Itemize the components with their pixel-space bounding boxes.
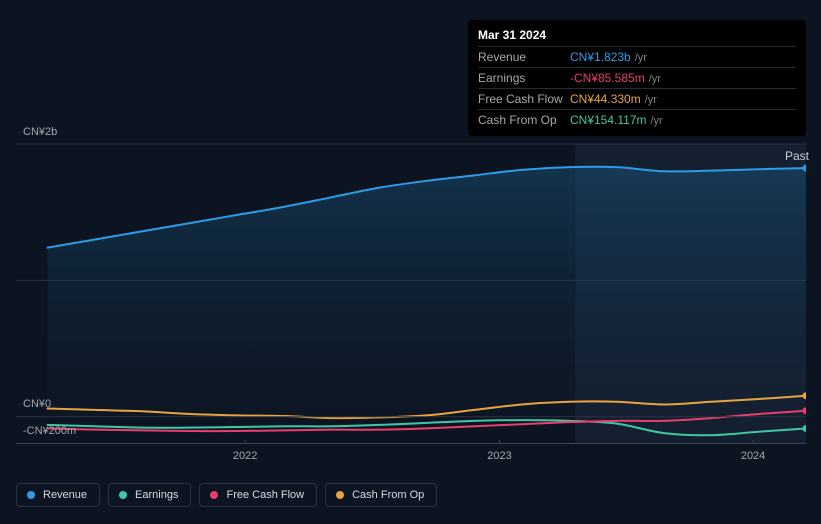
x-axis-labels: 2022 2023 2024 <box>16 450 806 466</box>
legend-item-revenue[interactable]: Revenue <box>16 483 100 507</box>
tooltip-metric-unit: /yr <box>635 52 647 64</box>
tooltip-metric-label: Revenue <box>478 50 570 64</box>
y-axis-label-neg: -CN¥200m <box>23 425 76 437</box>
tooltip-row: RevenueCN¥1.823b/yr <box>478 46 796 67</box>
legend-label: Earnings <box>135 489 178 501</box>
tooltip-metric-value: CN¥1.823b <box>570 50 631 64</box>
tooltip-metric-value: -CN¥85.585m <box>570 71 645 85</box>
tooltip-metric-unit: /yr <box>645 94 657 106</box>
chart-svg <box>16 126 806 444</box>
tooltip-metric-value: CN¥44.330m <box>570 92 641 106</box>
tooltip-metric-label: Earnings <box>478 71 570 85</box>
past-label: Past <box>785 149 809 163</box>
tooltip-row: Earnings-CN¥85.585m/yr <box>478 67 796 88</box>
tooltip-metric-label: Cash From Op <box>478 113 570 127</box>
tooltip-row: Free Cash FlowCN¥44.330m/yr <box>478 88 796 109</box>
legend-label: Cash From Op <box>352 489 424 501</box>
financials-chart[interactable] <box>16 126 806 444</box>
tooltip-metric-label: Free Cash Flow <box>478 92 570 106</box>
chart-legend: Revenue Earnings Free Cash Flow Cash From O… <box>16 483 437 507</box>
legend-label: Revenue <box>43 489 87 501</box>
x-axis-tick-label: 2022 <box>233 450 257 462</box>
legend-color-chip <box>119 491 127 499</box>
tooltip-metric-value: CN¥154.117m <box>570 113 647 127</box>
legend-item-earnings[interactable]: Earnings <box>108 483 191 507</box>
tooltip-metric-unit: /yr <box>651 115 663 127</box>
series-area-revenue <box>48 167 806 417</box>
legend-item-free-cash-flow[interactable]: Free Cash Flow <box>199 483 317 507</box>
legend-color-chip <box>336 491 344 499</box>
tooltip-date: Mar 31 2024 <box>478 26 796 46</box>
x-axis-tick-label: 2023 <box>487 450 511 462</box>
y-axis-label-zero: CN¥0 <box>23 398 51 410</box>
legend-color-chip <box>27 491 35 499</box>
legend-color-chip <box>210 491 218 499</box>
data-tooltip: Mar 31 2024 RevenueCN¥1.823b/yrEarnings-… <box>468 20 806 136</box>
tooltip-row: Cash From OpCN¥154.117m/yr <box>478 109 796 130</box>
x-axis-tick-label: 2024 <box>741 450 765 462</box>
tooltip-metric-unit: /yr <box>649 73 661 85</box>
legend-label: Free Cash Flow <box>226 489 304 501</box>
legend-item-cash-from-op[interactable]: Cash From Op <box>325 483 437 507</box>
